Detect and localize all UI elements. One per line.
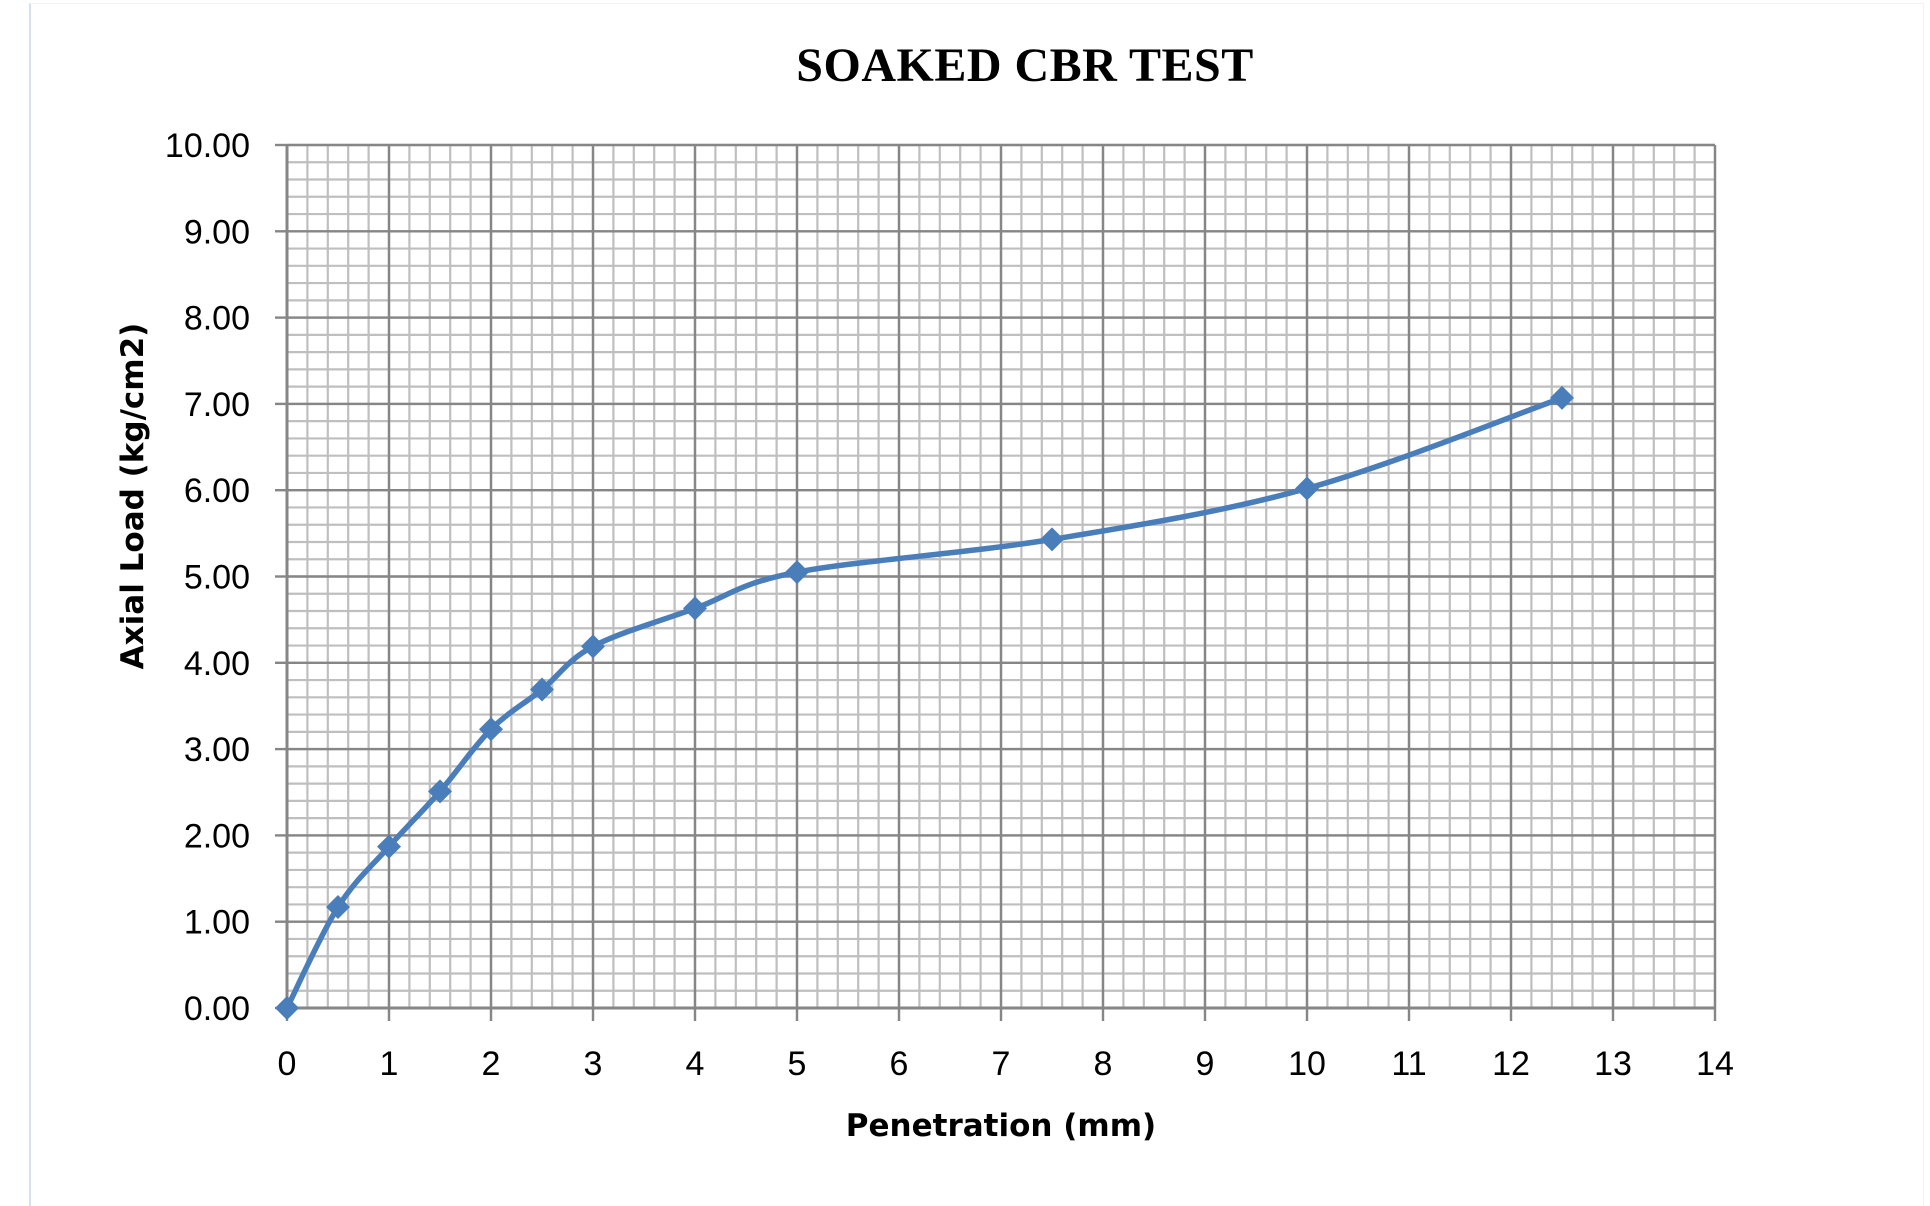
chart-title: SOAKED CBR TEST [796, 39, 1254, 92]
y-tick-label: 1.00 [184, 904, 250, 942]
x-tick-label: 1 [380, 1045, 399, 1083]
data-point-marker [530, 677, 554, 702]
y-tick-labels: 0.00 1.00 2.00 3.00 4.00 5.00 6.00 7.00 8.00 9.00… [165, 127, 250, 1028]
data-point-marker [275, 996, 299, 1020]
x-tick-label: 11 [1391, 1045, 1426, 1083]
y-tick-label: 3.00 [184, 731, 250, 769]
data-point-marker [479, 717, 503, 742]
x-tick-label: 13 [1594, 1045, 1632, 1083]
x-tick-label: 5 [788, 1045, 807, 1083]
y-tick-label: 0.00 [184, 990, 250, 1028]
x-tick-label: 2 [482, 1045, 501, 1083]
x-tick-label: 8 [1094, 1045, 1113, 1083]
y-tick-label: 10.00 [165, 127, 250, 165]
data-point-marker [683, 596, 707, 621]
data-point-marker [785, 560, 809, 585]
x-tick-label: 12 [1492, 1045, 1530, 1083]
y-tick-label: 2.00 [184, 817, 250, 855]
data-point-marker [377, 834, 401, 859]
data-point-marker [1295, 476, 1319, 501]
y-axis-title: Axial Load (kg/cm2) [115, 323, 151, 670]
x-tick-label: 0 [278, 1045, 297, 1083]
data-series [275, 385, 1574, 1020]
y-tick-label: 4.00 [184, 645, 250, 683]
x-tick-label: 9 [1196, 1045, 1215, 1083]
axes [275, 143, 1717, 1021]
y-tick-label: 7.00 [184, 386, 250, 424]
x-tick-label: 6 [890, 1045, 909, 1083]
x-tick-label: 10 [1288, 1045, 1326, 1083]
x-tick-labels: 0 1 2 3 4 5 6 7 8 9 10 11 12 13 14 [278, 1045, 1734, 1083]
data-point-marker [581, 634, 605, 659]
chart-frame [29, 3, 1924, 1206]
x-tick-label: 3 [584, 1045, 603, 1083]
x-tick-label: 14 [1696, 1045, 1734, 1083]
data-point-marker [1550, 385, 1574, 410]
y-tick-label: 5.00 [184, 559, 250, 597]
y-tick-label: 6.00 [184, 472, 250, 510]
x-axis-title: Penetration (mm) [846, 1108, 1156, 1144]
x-tick-label: 4 [686, 1045, 705, 1083]
data-point-marker [326, 895, 350, 920]
y-tick-label: 9.00 [184, 213, 250, 251]
x-tick-label: 7 [992, 1045, 1011, 1083]
data-point-marker [1040, 527, 1064, 552]
major-grid [285, 143, 1717, 1010]
y-tick-label: 8.00 [184, 300, 250, 338]
data-point-marker [428, 779, 452, 804]
